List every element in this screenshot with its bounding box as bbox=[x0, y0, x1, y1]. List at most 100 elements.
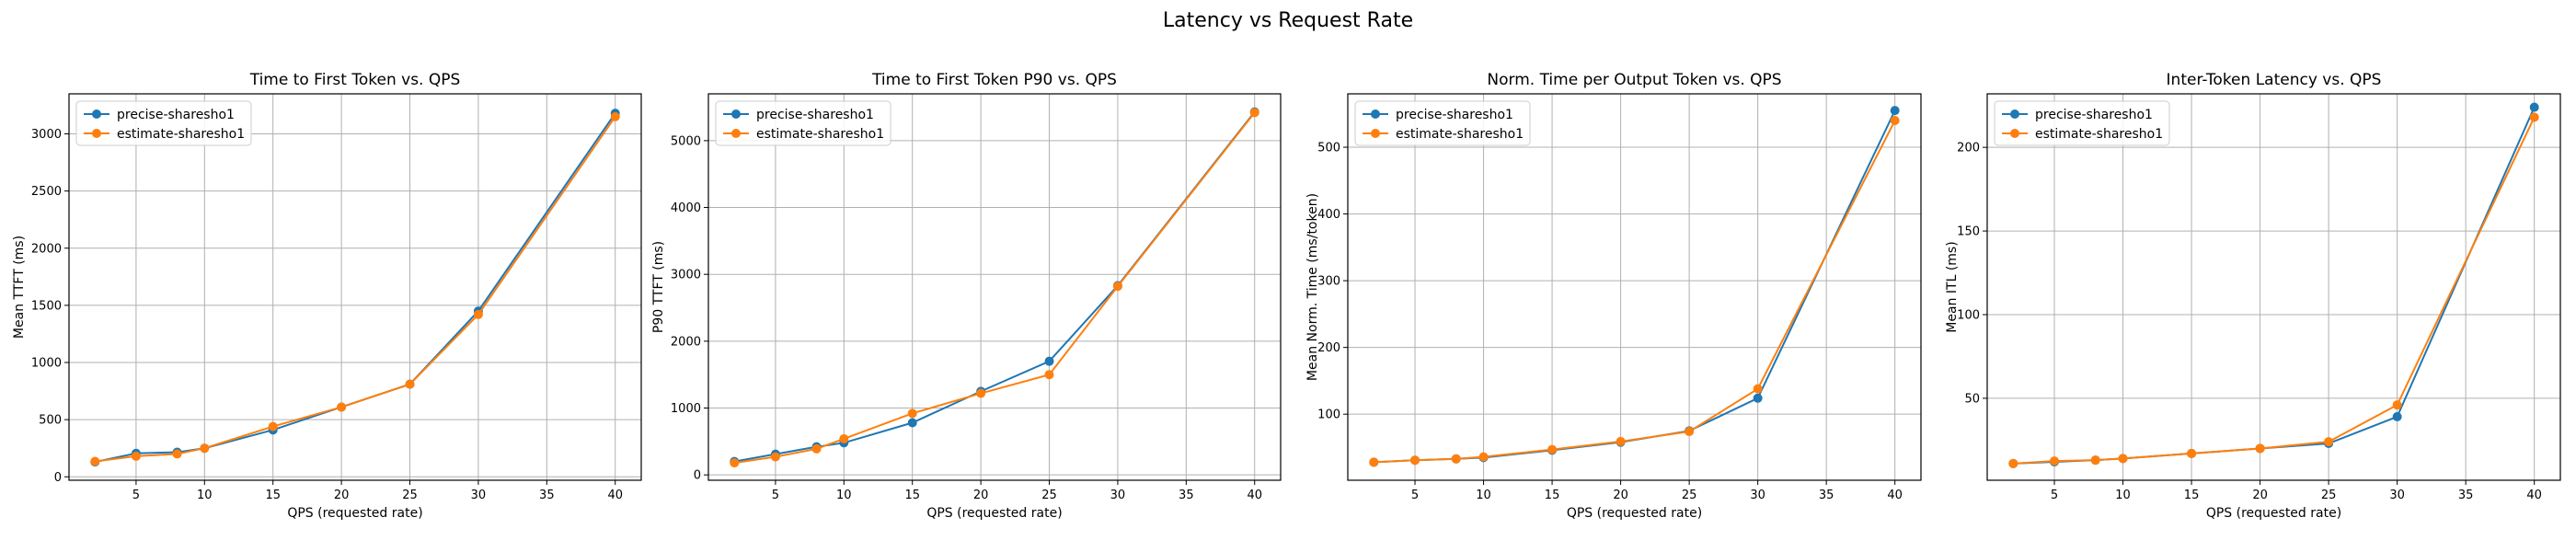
x-tick-label: 40 bbox=[1887, 489, 1903, 502]
chart-panel-2: 5 10 15 20 25 30 35 40 0 1000 2000 3000 4000 5000 Time… bbox=[651, 71, 1282, 521]
x-tick-label: 25 bbox=[1041, 489, 1057, 502]
x-tick-label: 5 bbox=[132, 489, 140, 502]
x-tick-label: 10 bbox=[836, 489, 852, 502]
legend-frame bbox=[1354, 100, 1531, 146]
legend-swatch-marker-estimate bbox=[731, 129, 741, 138]
data-point-estimate bbox=[730, 458, 740, 468]
legend-label-precise: precise-sharesho1 bbox=[117, 108, 235, 122]
y-tick-label: 50 bbox=[1964, 392, 1980, 406]
data-point-estimate bbox=[1753, 384, 1763, 394]
legend-swatch-marker-precise bbox=[92, 109, 101, 119]
y-tick-label: 150 bbox=[1957, 225, 1980, 239]
x-tick-label: 30 bbox=[471, 489, 487, 502]
data-point-estimate bbox=[2187, 448, 2197, 458]
x-tick-label: 25 bbox=[2321, 489, 2337, 502]
x-tick-label: 35 bbox=[1819, 489, 1834, 502]
data-point-estimate bbox=[172, 449, 182, 459]
legend-label-precise: precise-sharesho1 bbox=[756, 108, 874, 122]
figure-suptitle: Latency vs Request Rate bbox=[1163, 9, 1413, 32]
data-point-estimate bbox=[2090, 455, 2100, 466]
data-point-estimate bbox=[976, 388, 986, 398]
y-tick-label: 500 bbox=[1317, 142, 1340, 155]
legend: precise-sharesho1 estimate-sharesho1 bbox=[715, 100, 891, 146]
y-tick-label: 200 bbox=[1317, 341, 1340, 355]
legend-label-precise: precise-sharesho1 bbox=[2035, 108, 2153, 122]
y-tick-label: 3000 bbox=[31, 128, 62, 142]
data-point-estimate bbox=[2392, 400, 2402, 410]
legend-label-estimate: estimate-sharesho1 bbox=[2035, 127, 2163, 142]
data-point-precise bbox=[2392, 411, 2402, 421]
data-point-estimate bbox=[907, 408, 917, 419]
data-point-estimate bbox=[1890, 116, 1900, 126]
x-tick-label: 35 bbox=[539, 489, 555, 502]
x-tick-label: 30 bbox=[2389, 489, 2405, 502]
data-point-estimate bbox=[1685, 427, 1695, 437]
legend-swatch-marker-precise bbox=[2010, 109, 2019, 119]
legend: precise-sharesho1 estimate-sharesho1 bbox=[1354, 100, 1531, 146]
data-point-estimate bbox=[610, 111, 620, 121]
y-tick-label: 500 bbox=[39, 414, 62, 428]
legend: precise-sharesho1 estimate-sharesho1 bbox=[75, 100, 252, 146]
legend-swatch-marker-estimate bbox=[92, 129, 101, 138]
y-tick-label: 0 bbox=[694, 469, 701, 483]
data-point-estimate bbox=[1112, 282, 1122, 292]
series-line-estimate bbox=[1374, 120, 1896, 464]
y-tick-label: 2500 bbox=[31, 185, 62, 199]
series-line-estimate bbox=[2013, 117, 2536, 465]
legend-label-precise: precise-sharesho1 bbox=[1396, 108, 1513, 122]
series-line-estimate bbox=[734, 111, 1256, 465]
x-axis-label: QPS (requested rate) bbox=[287, 506, 422, 521]
data-point-precise bbox=[1044, 356, 1054, 366]
data-point-estimate bbox=[2255, 443, 2265, 454]
legend-swatch-marker-precise bbox=[731, 109, 741, 119]
y-tick-label: 0 bbox=[54, 471, 62, 485]
data-point-estimate bbox=[268, 421, 278, 431]
x-tick-label: 5 bbox=[2051, 489, 2058, 502]
x-tick-label: 20 bbox=[1613, 489, 1628, 502]
y-axis-label: P90 TTFT (ms) bbox=[651, 241, 666, 333]
data-point-estimate bbox=[2008, 458, 2018, 468]
y-tick-label: 2000 bbox=[671, 335, 701, 349]
legend-frame bbox=[1994, 100, 2170, 146]
data-point-estimate bbox=[131, 451, 141, 461]
data-point-estimate bbox=[1451, 454, 1461, 464]
chart-panel-3: 5 10 15 20 25 30 35 40 100 200 300 400 500 Norm. Time… bbox=[1305, 71, 1922, 521]
y-tick-label: 2000 bbox=[31, 242, 62, 256]
x-tick-label: 5 bbox=[772, 489, 779, 502]
y-tick-label: 300 bbox=[1317, 275, 1340, 289]
data-point-precise bbox=[2529, 102, 2539, 112]
x-axis-label: QPS (requested rate) bbox=[926, 506, 1062, 521]
y-tick-label: 100 bbox=[1317, 408, 1340, 422]
x-tick-label: 20 bbox=[334, 489, 350, 502]
x-tick-label: 40 bbox=[2526, 489, 2542, 502]
x-tick-label: 5 bbox=[1411, 489, 1419, 502]
legend-label-estimate: estimate-sharesho1 bbox=[756, 127, 884, 142]
series-line-precise bbox=[95, 112, 616, 464]
data-point-estimate bbox=[2324, 437, 2334, 447]
data-point-estimate bbox=[811, 443, 822, 454]
series-line-estimate bbox=[95, 116, 616, 463]
y-axis-label: Mean ITL (ms) bbox=[1945, 241, 1960, 332]
x-tick-label: 25 bbox=[402, 489, 418, 502]
data-point-estimate bbox=[200, 443, 210, 454]
data-point-estimate bbox=[1369, 457, 1379, 467]
data-point-estimate bbox=[405, 379, 415, 389]
data-point-precise bbox=[907, 418, 917, 428]
x-tick-label: 15 bbox=[1545, 489, 1560, 502]
x-tick-label: 25 bbox=[1682, 489, 1697, 502]
data-point-estimate bbox=[2118, 454, 2128, 464]
chart-title: Time to First Token vs. QPS bbox=[249, 71, 461, 89]
plot-frame bbox=[707, 93, 1282, 481]
legend-label-estimate: estimate-sharesho1 bbox=[117, 127, 245, 142]
x-tick-label: 15 bbox=[265, 489, 281, 502]
x-tick-label: 35 bbox=[2458, 489, 2474, 502]
plot-frame bbox=[1347, 93, 1922, 481]
data-point-estimate bbox=[2529, 112, 2539, 122]
x-tick-label: 20 bbox=[973, 489, 989, 502]
data-point-precise bbox=[1753, 393, 1763, 403]
legend-swatch-marker-precise bbox=[1371, 109, 1380, 119]
y-axis-label: Mean Norm. Time (ms/token) bbox=[1305, 193, 1320, 381]
chart-title: Inter-Token Latency vs. QPS bbox=[2167, 71, 2382, 89]
x-tick-label: 10 bbox=[197, 489, 213, 502]
